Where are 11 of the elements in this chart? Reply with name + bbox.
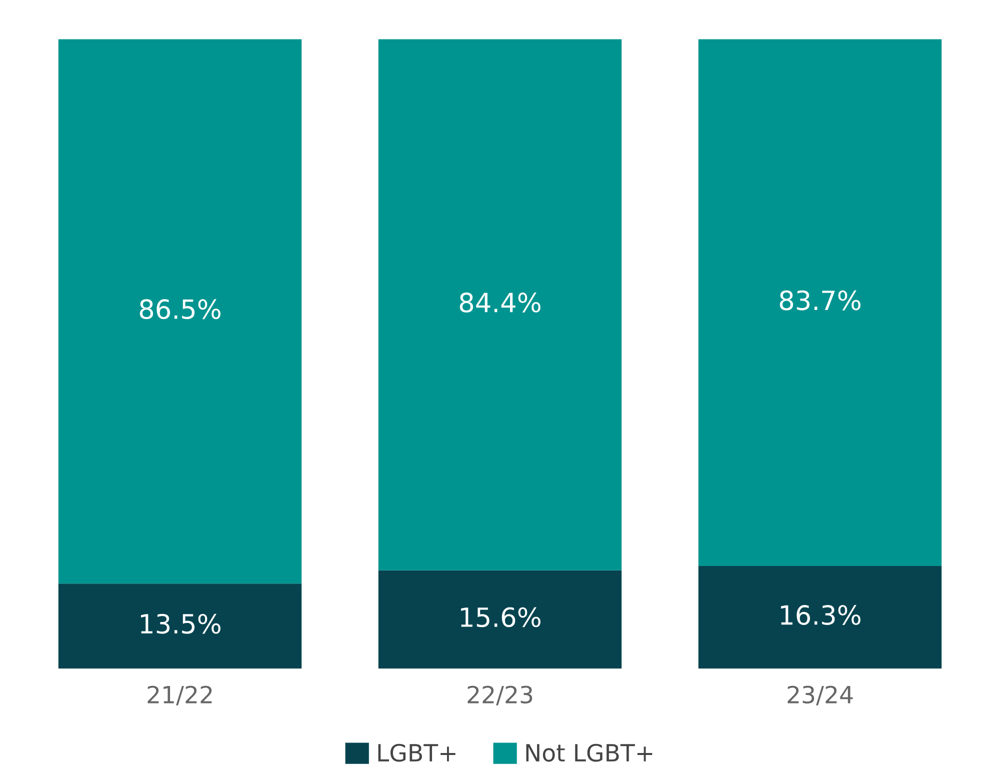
- data-label: 15.6%: [460, 607, 540, 628]
- data-label: 84.4%: [460, 292, 540, 313]
- data-label: 86.5%: [140, 299, 220, 320]
- legend-label: Not LGBT+: [526, 744, 652, 762]
- data-label: 83.7%: [780, 290, 860, 310]
- data-label: 13.5%: [140, 614, 220, 634]
- legend-label: LGBT+: [378, 744, 456, 762]
- x-tick-label: 23/24: [788, 686, 853, 706]
- data-label: 16.3%: [780, 605, 860, 625]
- x-tick-label: 21/22: [148, 686, 212, 706]
- x-tick-label: 22/23: [468, 686, 532, 706]
